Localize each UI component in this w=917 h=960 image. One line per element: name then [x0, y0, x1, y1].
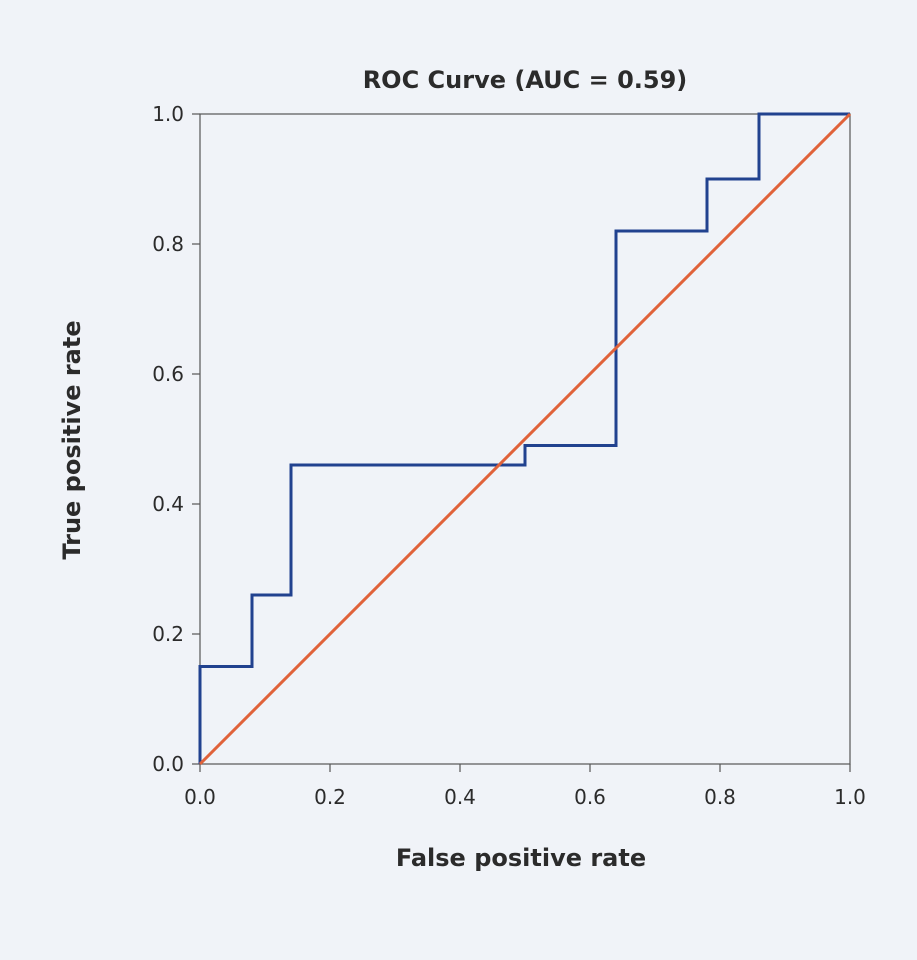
y-tick-label: 0.6 — [152, 362, 184, 386]
y-tick-label: 0.2 — [152, 622, 184, 646]
x-tick-label: 0.4 — [444, 785, 476, 809]
y-tick-label: 1.0 — [152, 102, 184, 126]
series-layer — [198, 112, 852, 766]
chart-title: ROC Curve (AUC = 0.59) — [363, 66, 688, 94]
x-tick-label: 1.0 — [834, 785, 866, 809]
x-tick-label: 0.0 — [184, 785, 216, 809]
y-tick-label: 0.0 — [152, 752, 184, 776]
plot-frame — [199, 113, 851, 765]
x-tick-label: 0.2 — [314, 785, 346, 809]
y-tick-label: 0.8 — [152, 232, 184, 256]
y-axis-title: True positive rate — [58, 320, 86, 559]
x-axis-title: False positive rate — [396, 844, 646, 872]
y-axis-ticks: 0.0 0.2 0.4 0.6 0.8 1.0 — [152, 102, 200, 776]
chance-diagonal-line — [198, 112, 852, 766]
x-tick-label: 0.6 — [574, 785, 606, 809]
x-axis-ticks: 0.0 0.2 0.4 0.6 0.8 1.0 — [184, 764, 866, 809]
x-tick-label: 0.8 — [704, 785, 736, 809]
roc-step-curve — [198, 112, 850, 764]
y-tick-label: 0.4 — [152, 492, 184, 516]
